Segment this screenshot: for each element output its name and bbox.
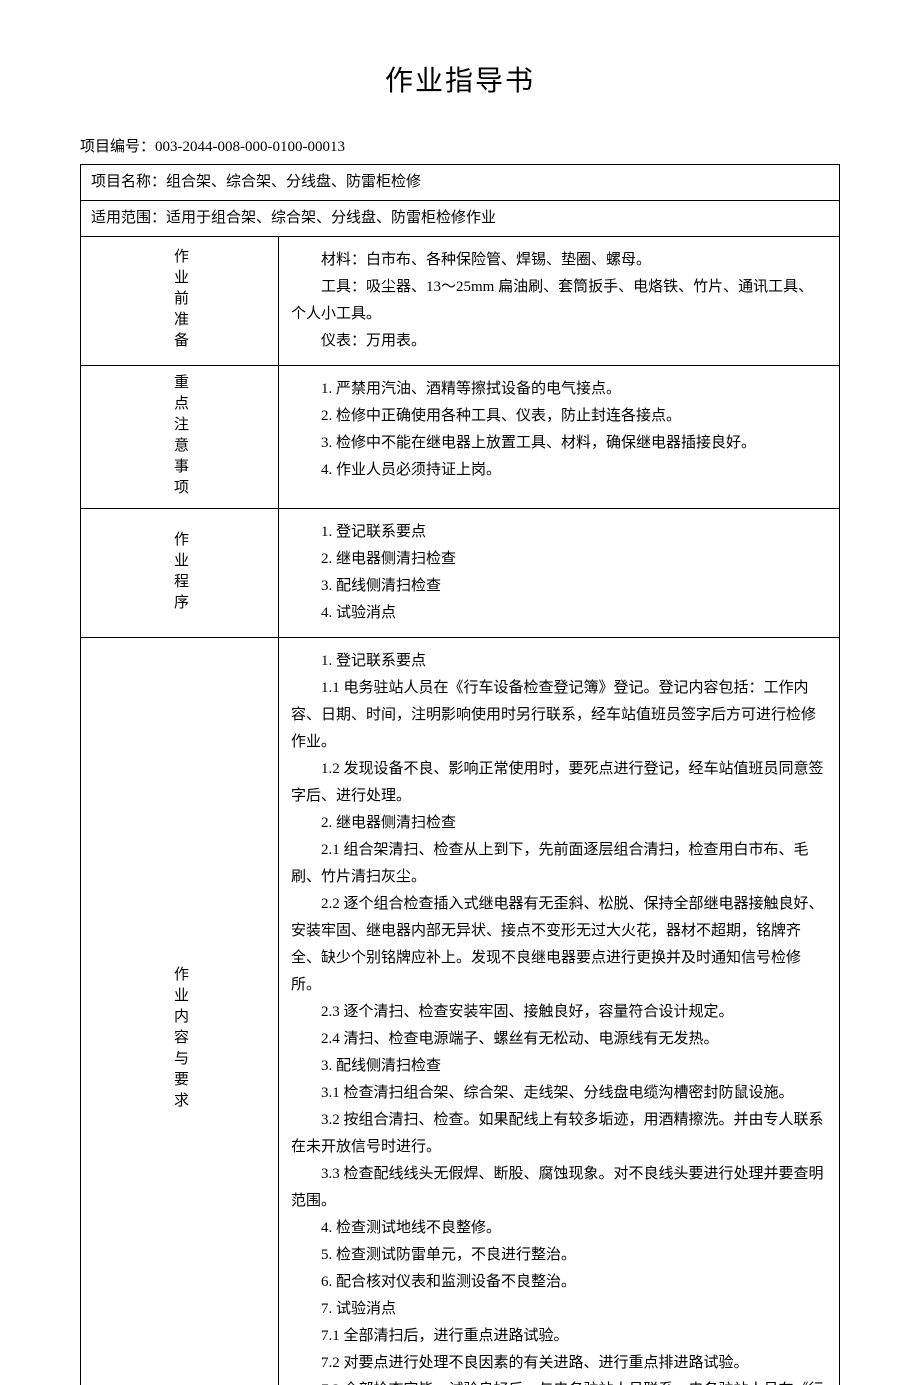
scope-cell: 适用范围：适用于组合架、综合架、分线盘、防雷柜检修作业 (81, 200, 840, 236)
preparation-label-cell: 作业前准备 (81, 236, 279, 365)
content-line: 2. 检修中正确使用各种工具、仪表，防止封连各接点。 (291, 403, 827, 430)
content-line: 2. 继电器侧清扫检查 (291, 546, 827, 573)
preparation-content: 材料：白市布、各种保险管、焊锡、垫圈、螺母。工具：吸尘器、13～25mm 扁油刷… (279, 236, 840, 365)
content-line: 3. 配线侧清扫检查 (291, 573, 827, 600)
content-paragraph: 7. 试验消点 (291, 1296, 827, 1323)
key-notes-content: 1. 严禁用汽油、酒精等擦拭设备的电气接点。2. 检修中正确使用各种工具、仪表，… (279, 365, 840, 508)
content-line: 4. 作业人员必须持证上岗。 (291, 457, 827, 484)
project-name-label: 项目名称： (91, 174, 166, 190)
content-paragraph: 7.3 全部检查完毕、试验良好后，与电务驻站人员联系，电务驻站人员在《行车设备检… (291, 1377, 827, 1385)
project-name-value: 组合架、综合架、分线盘、防雷柜检修 (166, 174, 421, 190)
content-paragraph: 3.3 检查配线线头无假焊、断股、腐蚀现象。对不良线头要进行处理并要查明范围。 (291, 1161, 827, 1215)
content-paragraph: 1.1 电务驻站人员在《行车设备检查登记簿》登记。登记内容包括：工作内容、日期、… (291, 675, 827, 756)
content-paragraph: 1.2 发现设备不良、影响正常使用时，要死点进行登记，经车站值班员同意签字后、进… (291, 756, 827, 810)
procedure-label-cell: 作业程序 (81, 508, 279, 637)
content-paragraph: 5. 检查测试防雷单元，不良进行整治。 (291, 1242, 827, 1269)
content-paragraph: 7.1 全部清扫后，进行重点进路试验。 (291, 1323, 827, 1350)
content-paragraph: 3. 配线侧清扫检查 (291, 1053, 827, 1080)
key-notes-row: 重点注意事项 1. 严禁用汽油、酒精等擦拭设备的电气接点。2. 检修中正确使用各… (81, 365, 840, 508)
main-table: 项目名称：组合架、综合架、分线盘、防雷柜检修 适用范围：适用于组合架、综合架、分… (80, 164, 840, 1385)
content-paragraph: 3.2 按组合清扫、检查。如果配线上有较多垢迹，用酒精擦洗。并由专人联系在未开放… (291, 1107, 827, 1161)
content-req-content: 1. 登记联系要点1.1 电务驻站人员在《行车设备检查登记簿》登记。登记内容包括… (279, 637, 840, 1385)
key-notes-label: 重点注意事项 (166, 374, 193, 500)
project-name-cell: 项目名称：组合架、综合架、分线盘、防雷柜检修 (81, 164, 840, 200)
procedure-row: 作业程序 1. 登记联系要点2. 继电器侧清扫检查3. 配线侧清扫检查4. 试验… (81, 508, 840, 637)
procedure-label: 作业程序 (166, 531, 193, 615)
content-req-label-cell: 作业内容与要求 (81, 637, 279, 1385)
preparation-label: 作业前准备 (166, 248, 193, 353)
scope-row: 适用范围：适用于组合架、综合架、分线盘、防雷柜检修作业 (81, 200, 840, 236)
preparation-row: 作业前准备 材料：白市布、各种保险管、焊锡、垫圈、螺母。工具：吸尘器、13～25… (81, 236, 840, 365)
content-req-label: 作业内容与要求 (166, 966, 193, 1113)
scope-value: 适用于组合架、综合架、分线盘、防雷柜检修作业 (166, 210, 496, 226)
content-req-row: 作业内容与要求 1. 登记联系要点1.1 电务驻站人员在《行车设备检查登记簿》登… (81, 637, 840, 1385)
content-line: 材料：白市布、各种保险管、焊锡、垫圈、螺母。 (291, 247, 827, 274)
content-paragraph: 2.1 组合架清扫、检查从上到下，先前面逐层组合清扫，检查用白市布、毛刷、竹片清… (291, 837, 827, 891)
content-line: 1. 严禁用汽油、酒精等擦拭设备的电气接点。 (291, 376, 827, 403)
project-name-row: 项目名称：组合架、综合架、分线盘、防雷柜检修 (81, 164, 840, 200)
content-paragraph: 7.2 对要点进行处理不良因素的有关进路、进行重点排进路试验。 (291, 1350, 827, 1377)
content-paragraph: 3.1 检查清扫组合架、综合架、走线架、分线盘电缆沟槽密封防鼠设施。 (291, 1080, 827, 1107)
project-number-line: 项目编号：003-2044-008-000-0100-00013 (80, 135, 840, 159)
content-line: 1. 登记联系要点 (291, 519, 827, 546)
content-paragraph: 6. 配合核对仪表和监测设备不良整治。 (291, 1269, 827, 1296)
content-paragraph: 4. 检查测试地线不良整修。 (291, 1215, 827, 1242)
content-line: 4. 试验消点 (291, 600, 827, 627)
key-notes-label-cell: 重点注意事项 (81, 365, 279, 508)
content-paragraph: 2.2 逐个组合检查插入式继电器有无歪斜、松脱、保持全部继电器接触良好、安装牢固… (291, 891, 827, 999)
project-number-value: 003-2044-008-000-0100-00013 (155, 139, 345, 155)
content-paragraph: 2. 继电器侧清扫检查 (291, 810, 827, 837)
content-line: 3. 检修中不能在继电器上放置工具、材料，确保继电器插接良好。 (291, 430, 827, 457)
document-title: 作业指导书 (80, 60, 840, 105)
scope-label: 适用范围： (91, 210, 166, 226)
project-number-label: 项目编号： (80, 139, 155, 155)
content-paragraph: 2.3 逐个清扫、检查安装牢固、接触良好，容量符合设计规定。 (291, 999, 827, 1026)
procedure-content: 1. 登记联系要点2. 继电器侧清扫检查3. 配线侧清扫检查4. 试验消点 (279, 508, 840, 637)
content-paragraph: 1. 登记联系要点 (291, 648, 827, 675)
content-line: 工具：吸尘器、13～25mm 扁油刷、套筒扳手、电烙铁、竹片、通讯工具、个人小工… (291, 274, 827, 328)
content-line: 仪表：万用表。 (291, 328, 827, 355)
content-paragraph: 2.4 清扫、检查电源端子、螺丝有无松动、电源线有无发热。 (291, 1026, 827, 1053)
